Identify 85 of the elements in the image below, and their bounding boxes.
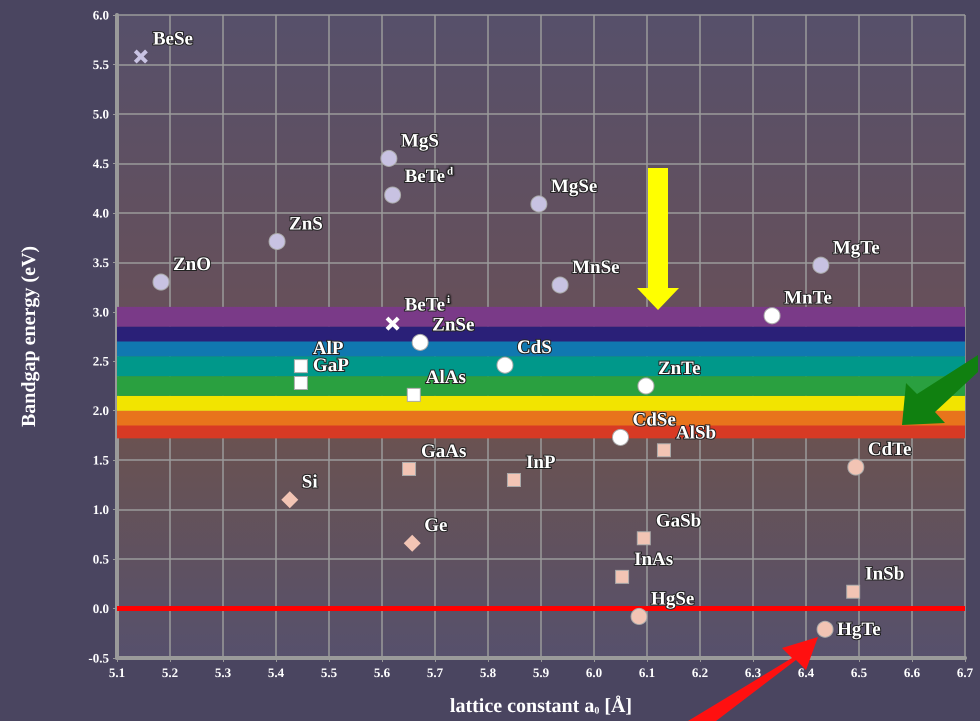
- point: [816, 620, 834, 638]
- annotation: CdSe: [632, 409, 676, 430]
- annotation: GaAs: [421, 441, 466, 462]
- x-tick-label: 6.4: [798, 665, 815, 680]
- y-tick-label: 0.5: [92, 552, 110, 567]
- point: [294, 376, 308, 390]
- annotation: ZnSe: [432, 314, 474, 336]
- point: [404, 534, 421, 552]
- x-tick-label: 5.8: [480, 665, 497, 680]
- point: [615, 570, 630, 584]
- annotation: InP: [526, 452, 556, 473]
- point: [656, 443, 671, 458]
- annotation: HgTe: [837, 618, 881, 640]
- y-tick-label: 5.5: [92, 56, 110, 72]
- annotation: MnSe: [572, 257, 620, 278]
- point: [268, 233, 286, 250]
- annotation: ZnS: [289, 214, 323, 235]
- x-tick-label: 5.5: [320, 665, 338, 680]
- y-tick-label: 4.0: [92, 205, 109, 220]
- y-tick-label: -0.5: [88, 650, 110, 666]
- point: [412, 334, 429, 351]
- point: [612, 428, 629, 446]
- point: [637, 377, 654, 394]
- x-tick-label: 6.6: [904, 665, 921, 680]
- y-tick-label: 2.0: [92, 403, 109, 418]
- y-tick-label: 6.0: [92, 8, 109, 22]
- annotation: AlSb: [676, 422, 716, 444]
- x-tick-label: 6.2: [692, 665, 708, 680]
- point: [134, 50, 148, 64]
- annotation: HgSe: [651, 588, 694, 610]
- x-tick-label: 5.6: [374, 665, 391, 680]
- point: [506, 472, 521, 487]
- point: [847, 458, 864, 476]
- point: [812, 256, 830, 274]
- y-tick-label: 1.5: [92, 452, 110, 468]
- y-tick-label: 0.0: [92, 601, 109, 616]
- point: [846, 584, 860, 599]
- annotation: ZnO: [172, 254, 212, 276]
- y-tick-label: 2.5: [92, 354, 110, 369]
- point: [406, 388, 421, 402]
- point: [630, 608, 648, 625]
- point: [281, 491, 298, 508]
- annotation: AlAs: [426, 366, 466, 388]
- y-tick-label: 3.5: [92, 254, 110, 270]
- x-tick-label: 6.7: [956, 665, 974, 680]
- point: [496, 356, 514, 374]
- annotation: MgSe: [550, 176, 598, 197]
- x-tick-label: 5.1: [108, 665, 126, 680]
- x-tick-label: 5.7: [426, 665, 444, 680]
- annotation: BeSe: [152, 28, 193, 50]
- point: [380, 150, 398, 167]
- y-tick-label: 3.0: [92, 304, 109, 320]
- x-tick-label: 6.5: [850, 665, 868, 680]
- annotation: Ge: [424, 515, 448, 536]
- x-tick-label: 5.4: [268, 665, 285, 680]
- x-tick-label: 6.1: [638, 665, 656, 680]
- x-tick-label: 5.9: [532, 665, 550, 680]
- annotation: InSb: [865, 564, 904, 585]
- point: [384, 186, 402, 204]
- x-tick-label: 6.0: [586, 665, 602, 680]
- point: [152, 274, 170, 291]
- point: [764, 307, 781, 324]
- annotation: ZnTe: [658, 358, 701, 379]
- annotation: MgS: [400, 130, 439, 152]
- y-axis-title: Bandgap energy (eV): [18, 246, 40, 428]
- point: [552, 276, 569, 294]
- point: [294, 359, 308, 374]
- annotation: InAs: [634, 548, 674, 570]
- annotation: CdS: [516, 337, 552, 358]
- x-tick-label: 5.2: [162, 665, 178, 680]
- point: [402, 462, 416, 476]
- annotation: MgTe: [832, 237, 880, 258]
- point: [530, 195, 548, 212]
- y-tick-label: 4.5: [92, 156, 110, 171]
- x-tick-label: 5.3: [214, 665, 232, 680]
- annotation: CdTe: [868, 439, 912, 460]
- x-tick-label: 6.3: [744, 665, 762, 680]
- point: [386, 316, 400, 331]
- y-tick-label: 5.0: [92, 106, 109, 122]
- x-axis-title: lattice constant a0 [Å]: [450, 695, 632, 717]
- annotation: GaSb: [656, 510, 702, 532]
- y-tick-label: 1.0: [92, 502, 109, 518]
- annotation: MnTe: [784, 288, 832, 309]
- point: [636, 531, 651, 546]
- annotation: Si: [302, 472, 318, 493]
